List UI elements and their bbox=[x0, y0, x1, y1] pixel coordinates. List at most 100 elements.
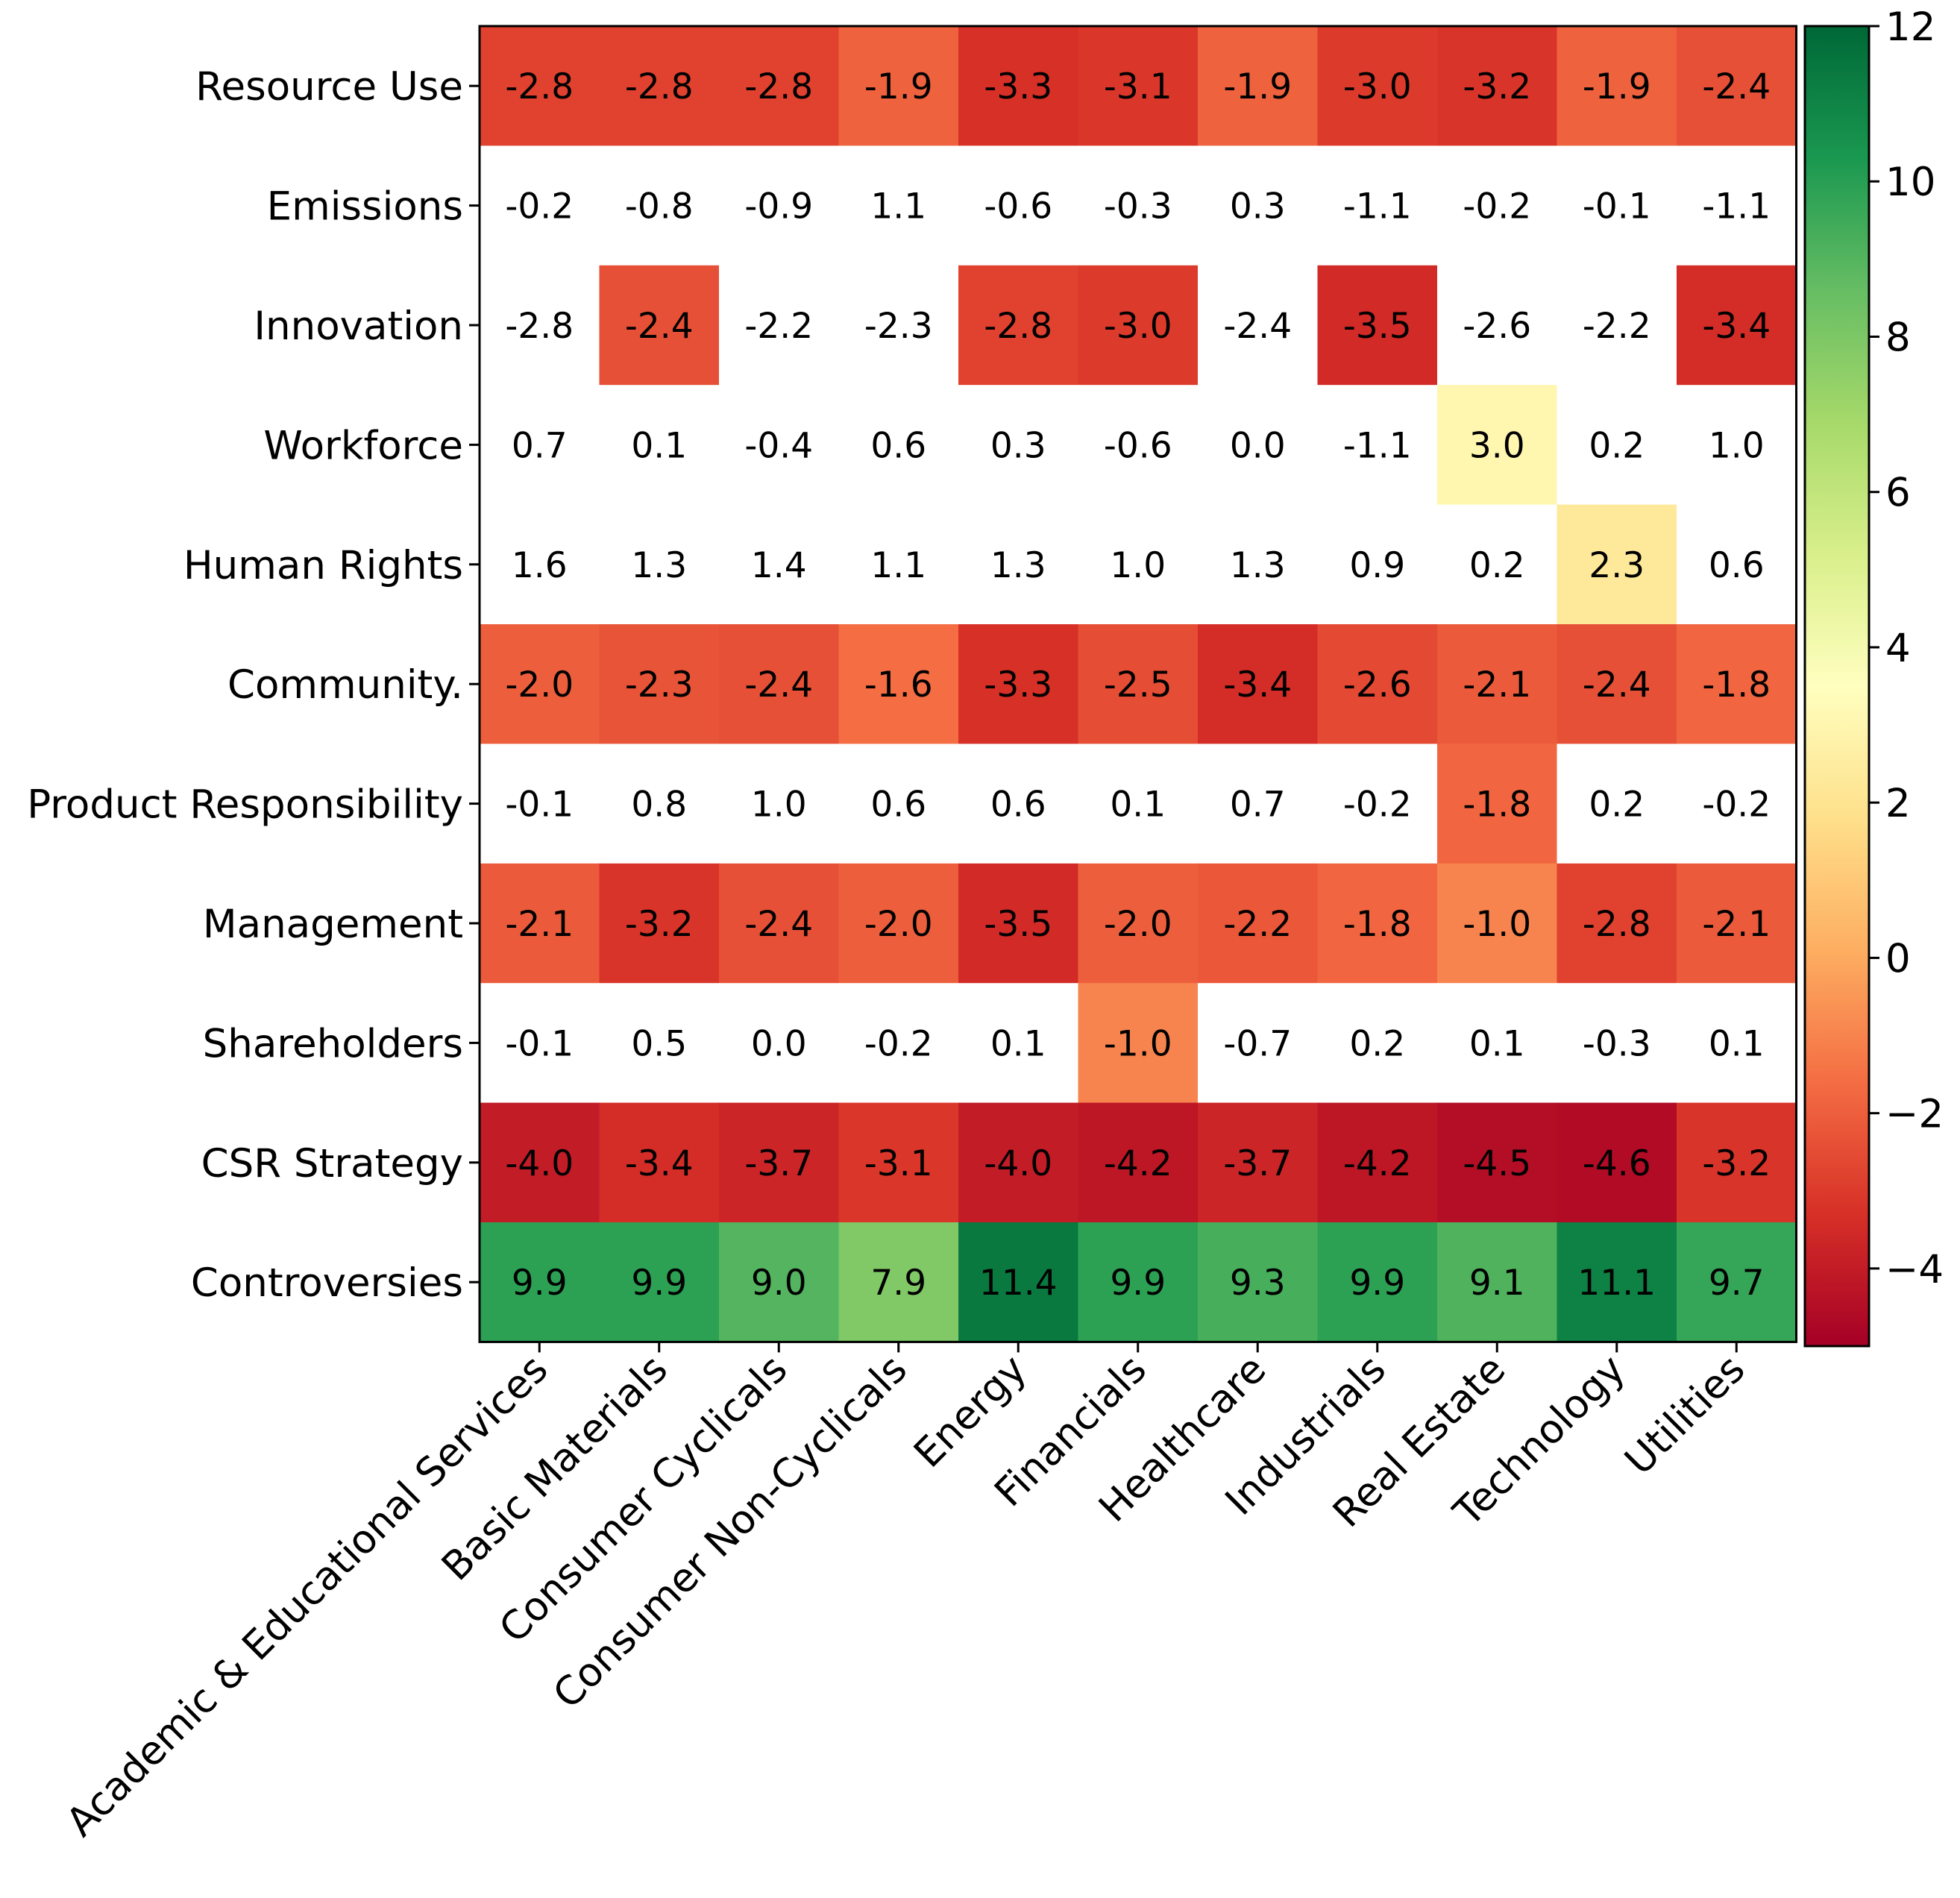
cell-value-label: -0.2 bbox=[1702, 785, 1771, 826]
heatmap-cell bbox=[1677, 504, 1797, 625]
heatmap-cell bbox=[958, 265, 1079, 386]
cell-value-label: 0.6 bbox=[1709, 545, 1765, 586]
heatmap-cell bbox=[1078, 744, 1199, 864]
cell-value-label: -2.6 bbox=[1343, 664, 1412, 706]
cell-value-label: -1.0 bbox=[1104, 1023, 1172, 1064]
cell-value-label: -3.0 bbox=[1104, 306, 1172, 347]
cell-value-label: 0.2 bbox=[1469, 545, 1525, 586]
cell-value-label: -4.0 bbox=[984, 1143, 1052, 1184]
heatmap-cell bbox=[719, 504, 840, 625]
cell-value-label: 1.0 bbox=[1110, 545, 1166, 586]
cell-value-label: 0.0 bbox=[1230, 425, 1286, 466]
heatmap-cell bbox=[599, 145, 720, 266]
cell-value-label: -2.5 bbox=[1104, 664, 1172, 706]
cell-value-label: 9.9 bbox=[1349, 1263, 1405, 1304]
heatmap-cell bbox=[1317, 265, 1438, 386]
heatmap-cell bbox=[1437, 504, 1558, 625]
heatmap-cell bbox=[1437, 26, 1558, 146]
cell-value-label: 0.7 bbox=[512, 425, 568, 466]
cell-value-label: 1.4 bbox=[751, 545, 807, 586]
cell-value-label: 1.3 bbox=[990, 545, 1046, 586]
heatmap-cell bbox=[1078, 504, 1199, 625]
cell-value-label: 2.3 bbox=[1589, 545, 1645, 586]
heatmap-cell bbox=[838, 145, 959, 266]
heatmap-cell bbox=[1557, 145, 1677, 266]
cell-value-label: -0.2 bbox=[1343, 785, 1412, 826]
heatmap-cell bbox=[1317, 26, 1438, 146]
cell-value-label: -1.8 bbox=[1463, 785, 1531, 826]
cell-value-label: -2.4 bbox=[744, 664, 813, 706]
cell-value-label: 0.9 bbox=[1349, 545, 1405, 586]
cell-value-label: -2.2 bbox=[744, 306, 813, 347]
heatmap-cell bbox=[1557, 863, 1677, 984]
heatmap-cell bbox=[599, 26, 720, 146]
cell-value-label: 7.9 bbox=[870, 1263, 926, 1304]
cell-value-label: 9.9 bbox=[631, 1263, 687, 1304]
colorbar-tick-label: 6 bbox=[1885, 471, 1911, 516]
cell-value-label: -0.1 bbox=[1583, 186, 1651, 227]
cell-value-label: -0.4 bbox=[744, 425, 813, 466]
heatmap-cell bbox=[958, 504, 1079, 625]
y-tick-label: Controversies bbox=[191, 1260, 463, 1306]
heatmap-cell bbox=[958, 385, 1079, 506]
heatmap-cell bbox=[1437, 744, 1558, 864]
cell-value-label: -1.9 bbox=[1583, 66, 1651, 107]
cell-value-label: 0.6 bbox=[870, 425, 926, 466]
cell-value-label: -0.2 bbox=[505, 186, 574, 227]
heatmap-cell bbox=[1557, 385, 1677, 506]
cell-value-label: -3.7 bbox=[1223, 1143, 1292, 1184]
cell-value-label: -3.2 bbox=[625, 904, 694, 945]
heatmap-cell bbox=[1198, 265, 1319, 386]
cell-value-label: 0.1 bbox=[631, 425, 687, 466]
cell-value-label: -3.3 bbox=[984, 664, 1052, 706]
heatmap-cell bbox=[958, 863, 1079, 984]
y-tick-label: Shareholders bbox=[203, 1021, 463, 1066]
cell-value-label: -0.3 bbox=[1583, 1023, 1651, 1064]
cell-value-label: 0.2 bbox=[1589, 785, 1645, 826]
heatmap-cell bbox=[1317, 1102, 1438, 1223]
cell-value-label: -2.3 bbox=[864, 306, 933, 347]
heatmap-cell bbox=[1198, 744, 1319, 864]
cell-value-label: -2.4 bbox=[1223, 306, 1292, 347]
heatmap-cell bbox=[1317, 504, 1438, 625]
heatmap-cell bbox=[1078, 26, 1199, 146]
heatmap-cell bbox=[1437, 385, 1558, 506]
heatmap-cell bbox=[958, 26, 1079, 146]
cell-value-label: -2.8 bbox=[505, 306, 574, 347]
heatmap-cell bbox=[480, 744, 600, 864]
cell-value-label: 0.6 bbox=[990, 785, 1046, 826]
heatmap-cell bbox=[1677, 385, 1797, 506]
heatmap-cell bbox=[1677, 26, 1797, 146]
cell-value-label: -2.8 bbox=[984, 306, 1052, 347]
heatmap-cell bbox=[1557, 26, 1677, 146]
cell-value-label: -2.8 bbox=[1583, 904, 1651, 945]
heatmap-cell bbox=[1198, 983, 1319, 1104]
cell-value-label: -0.1 bbox=[505, 1023, 574, 1064]
heatmap-cell bbox=[599, 983, 720, 1104]
cell-value-label: -3.4 bbox=[1223, 664, 1292, 706]
heatmap-cell bbox=[1078, 265, 1199, 386]
y-axis: Resource Use Emissions Innovation Workforce… bbox=[27, 64, 480, 1306]
heatmap-cell bbox=[1078, 1102, 1199, 1223]
heatmap-cell bbox=[838, 1102, 959, 1223]
heatmap-cell bbox=[958, 744, 1079, 864]
heatmap-cell bbox=[599, 1102, 720, 1223]
cell-value-label: 9.1 bbox=[1469, 1263, 1525, 1304]
heatmap-cell bbox=[599, 504, 720, 625]
colorbar-tick-label: 12 bbox=[1885, 4, 1935, 50]
heatmap-cell bbox=[1437, 863, 1558, 984]
heatmap-cell bbox=[1437, 983, 1558, 1104]
heatmap-cell bbox=[1317, 1222, 1438, 1342]
heatmap-cell bbox=[1198, 1222, 1319, 1342]
cell-value-label: -0.6 bbox=[984, 186, 1052, 227]
cell-value-label: -2.0 bbox=[1104, 904, 1172, 945]
cell-value-label: 0.1 bbox=[1469, 1023, 1525, 1064]
colorbar-tick-label: −4 bbox=[1885, 1247, 1944, 1292]
heatmap-cell bbox=[599, 624, 720, 744]
cell-value-label: -0.2 bbox=[864, 1023, 933, 1064]
heatmap-cell bbox=[599, 744, 720, 864]
cell-value-label: 9.3 bbox=[1230, 1263, 1286, 1304]
heatmap-cell bbox=[1198, 624, 1319, 744]
cell-value-label: 0.0 bbox=[751, 1023, 807, 1064]
